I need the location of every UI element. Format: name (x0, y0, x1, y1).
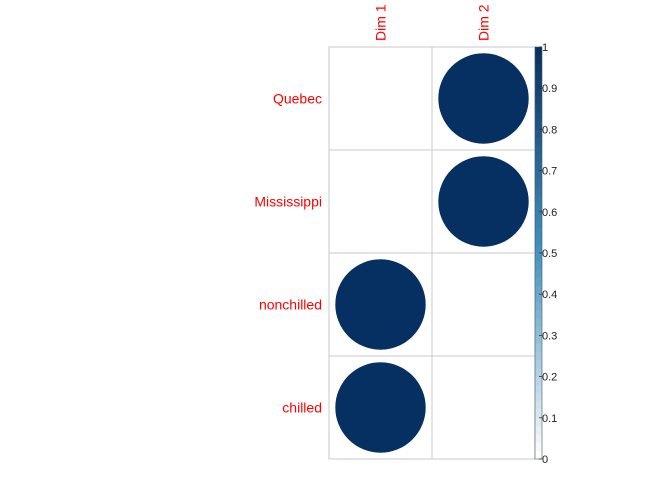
colorbar-segment (535, 228, 542, 238)
colorbar-segment (535, 170, 542, 180)
colorbar-segment (535, 318, 542, 328)
colorbar-segment (535, 63, 542, 73)
colorbar-segment (535, 162, 542, 172)
colorbar-segment (535, 104, 542, 114)
colorbar-segment (535, 178, 542, 188)
colorbar-segment (535, 401, 542, 411)
colorbar-segment (535, 145, 542, 155)
colorbar-segment (535, 137, 542, 147)
colorbar-segment (535, 71, 542, 81)
colorbar-tick-label: 0.2 (542, 372, 557, 384)
colorbar-segment (535, 112, 542, 122)
colorbar-segment (535, 55, 542, 65)
colorbar-tick-label: 0.3 (542, 330, 557, 342)
row-label: Quebec (273, 91, 322, 107)
colorbar-segment (535, 393, 542, 402)
colorbar-segment (535, 88, 542, 98)
colorbar-segment (535, 426, 542, 435)
colorbar-segment (535, 121, 542, 130)
colorbar-segment (535, 360, 542, 369)
grid-cell (328, 46, 433, 151)
colorbar-segment (535, 195, 542, 205)
colorbar-segment (535, 442, 542, 452)
column-label: Dim 1 (373, 4, 389, 41)
colorbar-tick-label: 1 (542, 42, 548, 54)
colorbar-segment (535, 434, 542, 444)
colorbar-segment (535, 376, 542, 386)
colorbar-segment (535, 294, 542, 304)
colorbar-segment (535, 220, 542, 229)
grid-cell (431, 355, 536, 460)
colorbar-segment (535, 253, 542, 262)
correlation-circle (334, 361, 427, 454)
colorbar-segment (535, 302, 542, 312)
grid-cell (431, 252, 536, 357)
colorbar-segment (535, 409, 542, 419)
colorbar-tick-label: 0.9 (542, 83, 557, 95)
colorbar-segment (535, 351, 542, 361)
colorbar-tick-label: 0.4 (542, 289, 557, 301)
colorbar-tick-label: 0 (542, 454, 548, 466)
colorbar-segment (535, 96, 542, 106)
colorbar-segment (535, 244, 542, 254)
colorbar-segment (535, 261, 542, 271)
colorbar-segment (535, 335, 542, 345)
colorbar-segment (535, 277, 542, 287)
row-label: nonchilled (259, 297, 322, 313)
colorbar-segment (535, 417, 542, 427)
colorbar-segment (535, 269, 542, 279)
colorbar-segment (535, 285, 542, 295)
colorbar-tick-label: 0.7 (542, 166, 557, 178)
colorbar-segment (535, 203, 542, 213)
colorbar-tick-label: 0.1 (542, 413, 557, 425)
column-label: Dim 2 (476, 4, 492, 41)
colorbar-segment (535, 79, 542, 89)
colorbar-tick-label: 0.6 (542, 207, 557, 219)
colorbar-segment (535, 327, 542, 336)
colorbar-tick-label: 0.5 (542, 248, 557, 260)
colorbar-segment (535, 211, 542, 221)
colorbar-tick-label: 0.8 (542, 124, 557, 136)
colorbar-segment (535, 47, 542, 56)
colorbar-segment (535, 187, 542, 196)
grid-cell (328, 149, 433, 254)
row-label: chilled (282, 400, 322, 416)
correlation-circle (334, 258, 427, 351)
colorbar-segment (535, 384, 542, 394)
colorbar-segment (535, 368, 542, 378)
colorbar-segment (535, 310, 542, 320)
correlation-circle (437, 52, 530, 145)
correlation-circle (437, 155, 530, 248)
row-label: Mississippi (254, 194, 322, 210)
colorbar-segment (535, 129, 542, 139)
colorbar-segment (535, 450, 542, 460)
colorbar-segment (535, 154, 542, 163)
colorbar-segment (535, 236, 542, 246)
colorbar-segment (535, 343, 542, 353)
